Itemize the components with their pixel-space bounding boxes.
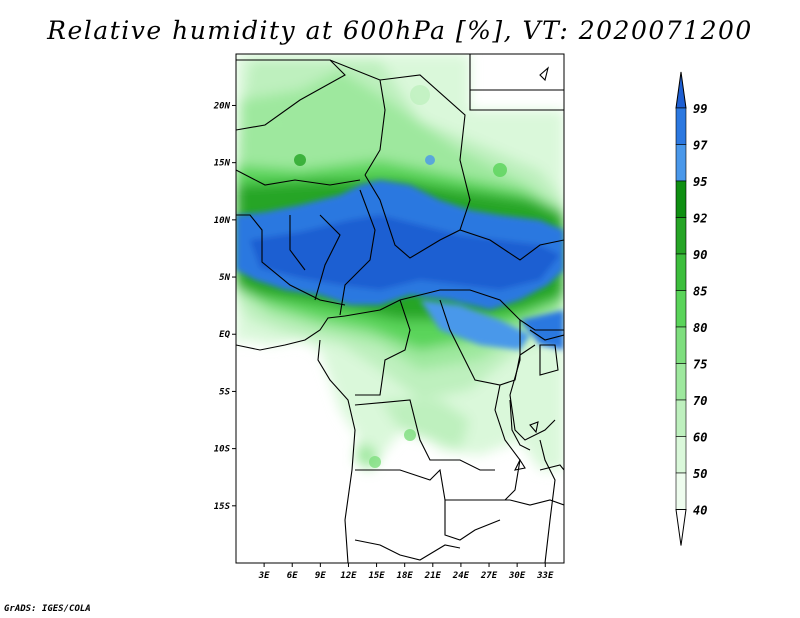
colorbar-label: 70	[693, 394, 707, 408]
colorbar-label: 92	[693, 212, 707, 226]
lat-tick-label: 15N	[214, 159, 231, 169]
colorbar-top-arrow	[675, 71, 687, 109]
colorbar-segment	[675, 253, 687, 291]
colorbar-segment	[675, 326, 687, 364]
colorbar-segment	[675, 217, 687, 255]
colorbar-segment	[675, 399, 687, 437]
lat-tick-label: 10S	[214, 445, 231, 455]
colorbar-segment	[675, 290, 687, 328]
colorbar-label: 99	[693, 102, 707, 116]
lat-tick-label: EQ	[219, 330, 230, 340]
lat-tick-label: 20N	[213, 101, 231, 111]
lon-tick-label: 21E	[424, 571, 442, 581]
colorbar-bottom-arrow	[675, 509, 687, 546]
colorbar-segment	[675, 436, 687, 474]
lon-tick-label: 24E	[452, 571, 470, 581]
humidity-field	[236, 54, 564, 563]
country-boundaries	[236, 54, 564, 563]
colorbar-legend: 99 97 95 92 90 85 80 75 70 60 50 40	[675, 71, 708, 546]
lon-tick-label: 18E	[397, 571, 414, 581]
longitude-axis: 3E 6E 9E 12E 15E 18E 21E 24E 27E 30E 33E	[258, 563, 554, 581]
lon-tick-label: 3E	[258, 571, 270, 581]
lon-tick-label: 33E	[536, 571, 554, 581]
colorbar-label: 50	[693, 467, 707, 481]
colorbar-label: 60	[693, 431, 707, 445]
lon-tick-label: 9E	[315, 571, 326, 581]
lon-tick-label: 15E	[368, 571, 385, 581]
colorbar-label: 80	[693, 321, 707, 335]
lat-tick-label: 5N	[219, 273, 230, 283]
chart-title: Relative humidity at 600hPa [%], VT: 202…	[47, 16, 753, 45]
colorbar-segment	[675, 107, 687, 145]
lon-tick-label: 27E	[480, 571, 498, 581]
lon-tick-label: 30E	[508, 571, 526, 581]
colorbar-label: 40	[693, 504, 707, 518]
grads-credit: GrADS: IGES/COLA	[4, 604, 91, 614]
colorbar-label: 95	[693, 175, 707, 189]
lon-tick-label: 12E	[340, 571, 357, 581]
latitude-axis: 20N 15N 10N 5N EQ 5S 10S 15S	[213, 101, 236, 512]
lat-tick-label: 5S	[219, 387, 230, 397]
lat-tick-label: 15S	[214, 502, 231, 512]
colorbar-segment	[675, 180, 687, 218]
colorbar-label: 97	[693, 139, 708, 153]
colorbar-segment	[675, 363, 687, 401]
colorbar-label: 75	[693, 358, 707, 372]
lat-tick-label: 10N	[214, 216, 231, 226]
colorbar-segment	[675, 472, 687, 510]
lon-tick-label: 6E	[287, 571, 298, 581]
colorbar-segment	[675, 144, 687, 182]
colorbar-label: 90	[693, 248, 707, 262]
colorbar-label: 85	[693, 285, 707, 299]
map-frame	[235, 53, 565, 564]
